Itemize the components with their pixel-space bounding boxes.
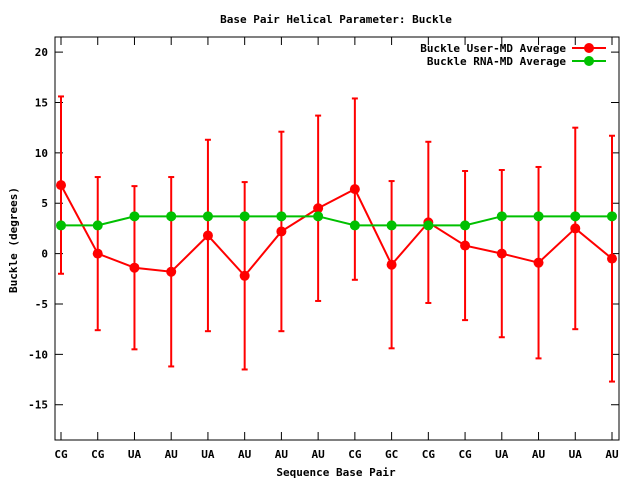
x-tick-label: CG — [91, 448, 105, 461]
data-point — [313, 211, 324, 222]
data-point — [313, 203, 324, 214]
x-axis-label: Sequence Base Pair — [276, 466, 396, 479]
data-point — [129, 262, 140, 273]
data-point — [533, 257, 544, 268]
data-point — [276, 211, 287, 222]
x-tick-label: CG — [458, 448, 472, 461]
x-tick-label: CG — [54, 448, 68, 461]
y-tick-label: 5 — [41, 197, 48, 210]
data-point — [56, 220, 66, 231]
data-point — [202, 230, 213, 241]
data-point — [129, 211, 140, 222]
data-point — [349, 220, 360, 231]
data-point — [423, 220, 434, 231]
series-line — [60, 184, 613, 278]
y-tick-label: 10 — [35, 147, 48, 160]
data-point — [460, 240, 471, 251]
data-point — [496, 211, 507, 222]
x-tick-label: AU — [532, 448, 546, 461]
data-point — [239, 270, 250, 281]
data-point — [570, 211, 581, 222]
x-tick-label: UA — [128, 448, 142, 461]
data-point — [533, 211, 544, 222]
legend-marker — [584, 43, 594, 53]
series-line — [61, 215, 612, 227]
data-point — [460, 220, 471, 231]
data-point — [276, 226, 287, 237]
x-tick-label: AU — [238, 448, 252, 461]
x-tick-label: AU — [312, 448, 326, 461]
x-tick-label: AU — [165, 448, 179, 461]
y-tick-label: 15 — [35, 96, 48, 109]
x-tick-label: CG — [348, 448, 362, 461]
legend-marker — [584, 56, 594, 66]
data-point — [166, 211, 177, 222]
series-2 — [56, 211, 617, 231]
data-point — [607, 253, 617, 264]
x-tick-label: GC — [385, 448, 398, 461]
data-point — [202, 211, 213, 222]
legend-label: Buckle RNA-MD Average — [427, 55, 566, 68]
data-point — [607, 211, 617, 222]
data-point — [386, 259, 397, 270]
series-layer — [56, 95, 617, 383]
x-tick-label: UA — [495, 448, 509, 461]
series-1 — [56, 95, 617, 383]
y-tick-label: 20 — [35, 46, 48, 59]
data-point — [239, 211, 250, 222]
y-tick-label: -5 — [35, 298, 48, 311]
data-point — [166, 266, 177, 277]
y-tick-label: -15 — [28, 399, 48, 412]
chart-title: Base Pair Helical Parameter: Buckle — [220, 13, 452, 26]
data-point — [92, 248, 103, 259]
x-tick-label: AU — [605, 448, 619, 461]
data-point — [570, 223, 581, 234]
y-axis-ticks: -15 -10 -5 0 5 10 15 20 — [28, 46, 619, 412]
data-point — [92, 220, 103, 231]
x-tick-label: UA — [569, 448, 583, 461]
legend-label: Buckle User-MD Average — [420, 42, 566, 55]
y-tick-label: -10 — [28, 348, 48, 361]
data-point — [496, 248, 507, 259]
data-point — [349, 184, 360, 195]
y-axis-label: Buckle (degrees) — [7, 187, 20, 293]
plot-frame — [54, 36, 620, 441]
data-point — [56, 180, 66, 191]
data-point — [386, 220, 397, 231]
x-tick-label: UA — [201, 448, 215, 461]
x-tick-label: AU — [275, 448, 289, 461]
plot-border — [54, 36, 620, 441]
y-tick-label: 0 — [41, 248, 48, 261]
x-axis-ticks: CG CG UA AU UA AU AU AU CG GC CG CG UA AU UA AU — [54, 37, 619, 461]
x-tick-label: CG — [422, 448, 436, 461]
